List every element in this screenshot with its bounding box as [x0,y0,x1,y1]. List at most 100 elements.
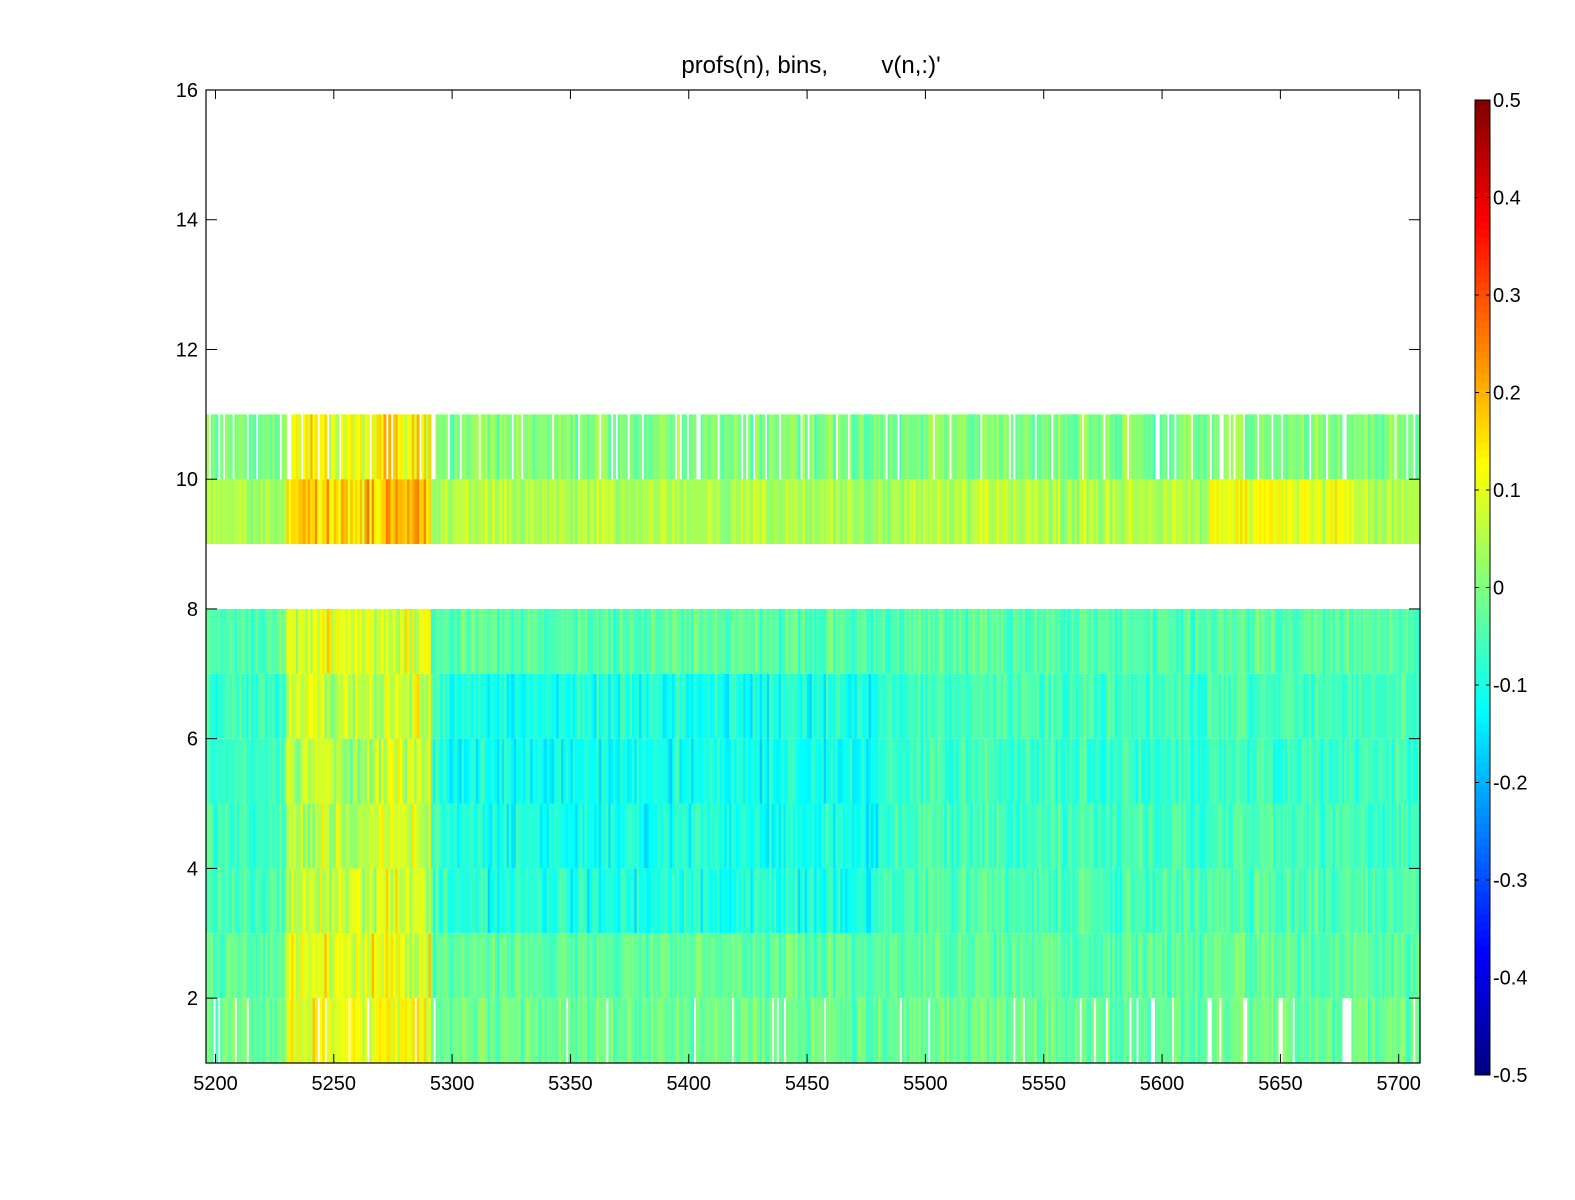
heatmap-cell [265,479,269,545]
heatmap-cell [953,738,957,804]
heatmap-cell [1216,673,1220,739]
heatmap-cell [1275,414,1279,480]
heatmap-cell [449,868,453,934]
heatmap-cell [849,803,853,869]
heatmap-cell [411,479,415,545]
heatmap-cell [833,803,837,869]
heatmap-cell [781,803,785,869]
heatmap-cell [1117,673,1121,739]
heatmap-cell [269,803,273,869]
heatmap-cell [489,608,493,674]
heatmap-cell [1270,673,1274,739]
heatmap-cell [1225,738,1229,804]
heatmap-cell [262,933,266,999]
heatmap-cell [849,998,853,1063]
heatmap-cell [776,673,780,739]
heatmap-cell [769,998,773,1063]
heatmap-cell [1223,933,1227,999]
heatmap-cell [863,414,867,480]
heatmap-cell [859,608,863,674]
heatmap-cell [357,414,361,480]
heatmap-cell [669,998,673,1063]
heatmap-cell [298,673,302,739]
heatmap-cell [1131,803,1135,869]
heatmap-cell [653,933,657,999]
heatmap-cell [1164,673,1168,739]
heatmap-cell [274,673,278,739]
heatmap-cell [856,608,860,674]
heatmap-cell [1322,414,1326,480]
heatmap-cell [1216,414,1220,480]
heatmap-cell [927,608,931,674]
heatmap-cell [582,933,586,999]
heatmap-cell [603,479,607,545]
heatmap-cell [1379,868,1383,934]
heatmap-cell [963,673,967,739]
heatmap-cell [1083,933,1087,999]
heatmap-cell [385,608,389,674]
colorbar-swatch [1475,389,1490,398]
heatmap-cell [766,414,770,480]
heatmap-cell [234,868,238,934]
heatmap-cell [769,608,773,674]
heatmap-cell [996,998,1000,1063]
colorbar-swatch [1475,267,1490,276]
heatmap-cell [475,803,479,869]
heatmap-cell [1055,803,1059,869]
heatmap-cell [558,608,562,674]
heatmap-cell [624,608,628,674]
heatmap-cell [357,608,361,674]
heatmap-cell [1377,414,1381,480]
heatmap-cell [532,673,536,739]
heatmap-cell [698,868,702,934]
heatmap-cell [934,479,938,545]
heatmap-cell [1192,738,1196,804]
heatmap-cell [897,998,900,1063]
heatmap-cell [946,933,950,999]
heatmap-cell [215,803,219,869]
heatmap-cell [792,868,796,934]
heatmap-cell [837,479,841,545]
heatmap-cell [452,738,456,804]
heatmap-cell [374,738,377,804]
heatmap-cell [1306,608,1310,674]
heatmap-cell [558,933,562,999]
heatmap-cell [1254,933,1258,999]
heatmap-cell [1162,608,1166,674]
heatmap-cell [1308,933,1312,999]
heatmap-cell [1353,738,1357,804]
heatmap-cell [1417,479,1421,545]
heatmap-cell [317,673,321,739]
heatmap-cell [1218,738,1222,804]
heatmap-cell [1204,933,1208,999]
heatmap-cell [229,803,233,869]
heatmap-cell [281,933,285,999]
heatmap-cell [537,738,541,804]
heatmap-cell [310,608,314,674]
heatmap-cell [1008,998,1012,1063]
heatmap-cell [1065,479,1068,545]
heatmap-cell [1306,933,1310,999]
heatmap-cell [1154,868,1158,934]
colorbar-swatch [1475,663,1490,672]
heatmap-cell [1346,868,1350,934]
heatmap-cell [1062,803,1066,869]
heatmap-cell [844,933,848,999]
heatmap-cell [861,673,865,739]
heatmap-cell [842,998,846,1063]
heatmap-cell [818,998,822,1063]
heatmap-cell [1100,673,1104,739]
heatmap-cell [811,868,815,934]
colorbar-tick-label: -0.3 [1493,870,1527,892]
heatmap-cell [329,608,333,674]
heatmap-cell [1169,673,1173,739]
heatmap-cell [1169,479,1173,545]
heatmap-cell [617,803,621,869]
heatmap-cell [1270,933,1274,999]
heatmap-cell [572,608,576,674]
heatmap-cell [605,933,609,999]
heatmap-cell [1029,414,1033,480]
heatmap-cell [994,738,998,804]
heatmap-cell [534,608,538,674]
heatmap-cell [359,998,363,1063]
